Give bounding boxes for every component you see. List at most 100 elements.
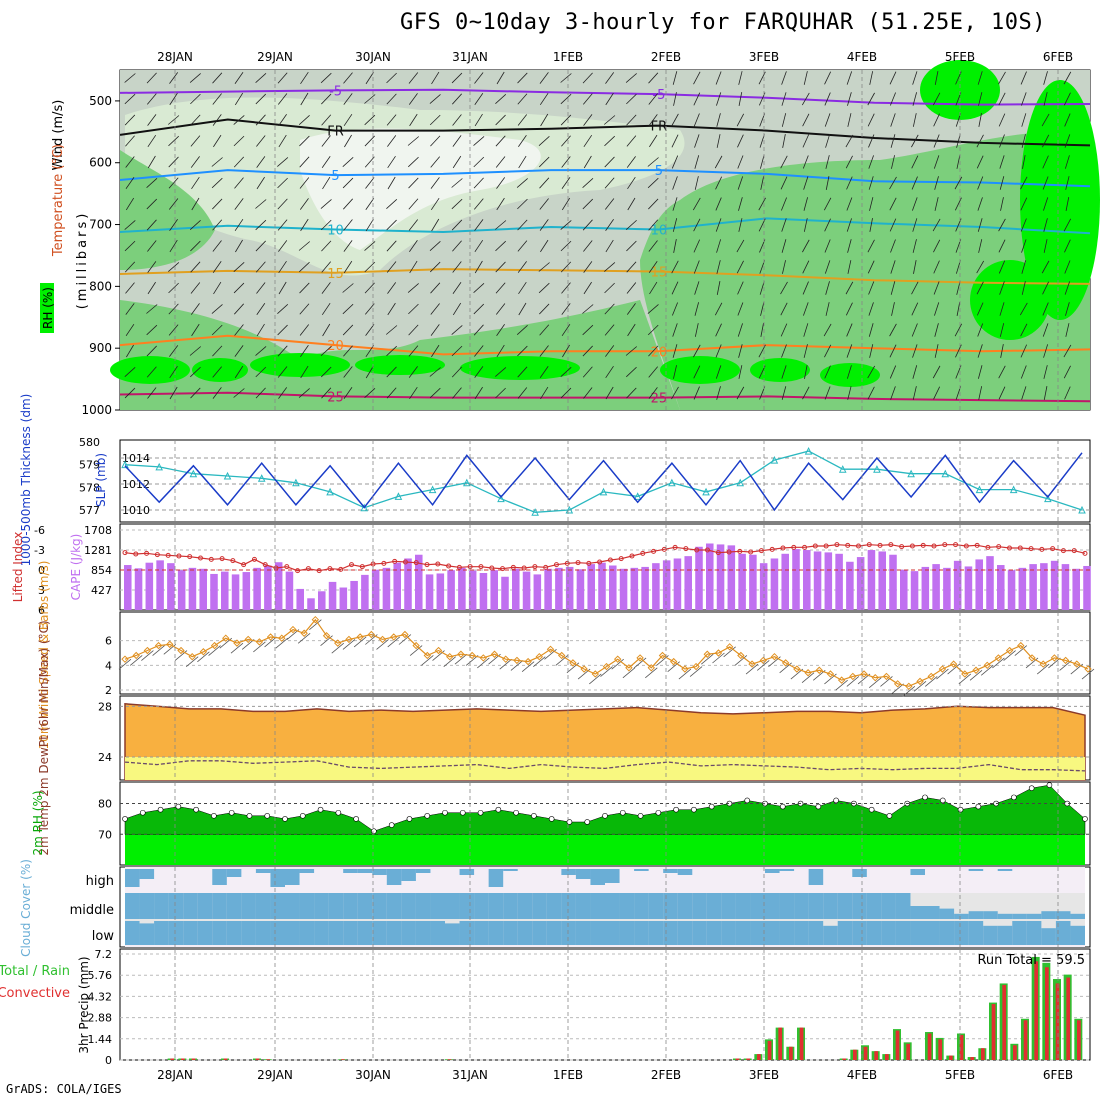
wind-speed-marker — [669, 657, 678, 666]
rh2m-marker — [619, 809, 626, 816]
wind-barb — [693, 365, 701, 379]
precip-convective-bar — [1077, 1020, 1081, 1060]
wind-barb — [321, 156, 331, 168]
rh2m-marker — [939, 797, 946, 804]
wind-barb — [168, 262, 180, 272]
cloud-middle-bar — [925, 906, 940, 919]
wind-barb — [234, 177, 244, 189]
ylabel-rh2m: 2m RH (%) — [31, 790, 45, 855]
wind-barb — [978, 239, 983, 253]
surface-wind-barb — [924, 676, 938, 687]
thickness-marker — [428, 485, 437, 494]
surface-wind-barb — [868, 677, 882, 688]
wind-barb — [714, 155, 723, 169]
wind-barb — [213, 281, 222, 295]
wind-speed-marker — [233, 639, 241, 647]
surface-wind-barb — [510, 660, 524, 671]
cloud-level-middle: middle — [70, 903, 114, 918]
wind-barb — [255, 93, 267, 105]
wind-barb — [430, 177, 440, 189]
surface-wind-barb — [902, 685, 916, 697]
cape-tick-label: 427 — [91, 584, 112, 597]
wind-barb — [320, 346, 332, 356]
chart-title: GFS 0~10day 3-hourly for FARQUHAR (51.25… — [400, 10, 1047, 35]
cape-bar — [382, 567, 391, 610]
wind-barb — [517, 72, 528, 84]
wind-barb — [387, 282, 397, 294]
lifted-index-marker — [802, 544, 808, 550]
cape-bar — [533, 574, 542, 610]
wind-barb — [234, 324, 244, 336]
wind-barb — [868, 323, 874, 337]
rh2m-marker — [708, 803, 715, 810]
cloud-middle-bar — [823, 893, 838, 919]
wind-barb — [648, 72, 659, 84]
wind-barb — [146, 304, 158, 314]
thickness-marker — [668, 478, 676, 487]
rh2m-marker — [886, 813, 893, 819]
wind-speed-marker — [154, 641, 163, 650]
wind-barb — [694, 323, 699, 337]
cape-bar — [662, 560, 671, 610]
lifted-index-marker — [543, 564, 549, 570]
wind-barb — [891, 302, 895, 316]
wind-speed-marker — [188, 652, 196, 661]
wind-speed-marker — [210, 641, 219, 650]
wind-barb — [474, 260, 483, 274]
rh2m-tick-label: 70 — [98, 828, 112, 841]
wind-barb — [823, 323, 832, 337]
wind-barb — [452, 155, 462, 169]
isotherm-label-FR: FR — [651, 120, 668, 135]
surface-wind-barb — [152, 645, 165, 656]
cloud-middle-bar — [1026, 913, 1042, 919]
lifted-index-marker — [1017, 545, 1023, 551]
wind-barb — [278, 260, 287, 274]
rh-very-dry-patch — [300, 128, 541, 250]
wind-barb — [869, 197, 874, 211]
surface-wind-barb — [835, 679, 848, 691]
wind-barb — [801, 92, 810, 106]
thickness-marker — [531, 508, 539, 516]
cloud-high-bar — [663, 869, 678, 873]
cloud-low-bar — [1012, 921, 1027, 945]
surface-wind-barb — [141, 650, 154, 661]
wind-barb — [1043, 365, 1048, 379]
rh2m-marker — [779, 803, 786, 810]
cloud-high-bar — [226, 869, 242, 877]
ylabel-slp: SLP (mb) — [94, 453, 108, 507]
cloud-middle-bar — [546, 893, 562, 919]
rh-saturated-blob-5 — [660, 356, 740, 384]
cloud-low-bar — [546, 921, 562, 945]
wind-barb — [999, 302, 1005, 316]
wind-barb — [605, 72, 615, 84]
wind-barb — [869, 71, 874, 85]
wind-barb — [911, 302, 919, 316]
wind-barb — [560, 93, 572, 105]
cloud-middle-bar — [561, 893, 576, 919]
thickness-marker — [155, 462, 163, 471]
wind-barb — [867, 92, 875, 106]
wind-barb — [496, 177, 506, 189]
wind-barb — [256, 156, 266, 168]
wind-barb — [1043, 239, 1048, 253]
cloud-low-bar — [1026, 921, 1042, 945]
rh2m-marker — [833, 797, 839, 804]
cloud-low-bar — [1070, 925, 1085, 945]
wind-barb — [255, 73, 267, 83]
wind-barb — [716, 134, 721, 148]
wind-barb — [825, 176, 830, 190]
wind-barb — [126, 344, 134, 358]
cloud-high-bar — [139, 869, 155, 879]
surface-wind-barb — [745, 663, 759, 675]
wind-barb — [452, 135, 462, 147]
wind-barb — [387, 155, 396, 169]
cloud-low-bar — [997, 925, 1013, 945]
wind-barb — [168, 135, 179, 147]
wind-barb — [648, 93, 658, 105]
wind-barb — [407, 283, 419, 293]
rh2m-marker — [637, 813, 644, 819]
wind-barb — [277, 324, 288, 336]
lifted-index-marker — [1039, 546, 1045, 552]
wind-barb — [561, 197, 571, 211]
wind-barb — [408, 93, 418, 105]
